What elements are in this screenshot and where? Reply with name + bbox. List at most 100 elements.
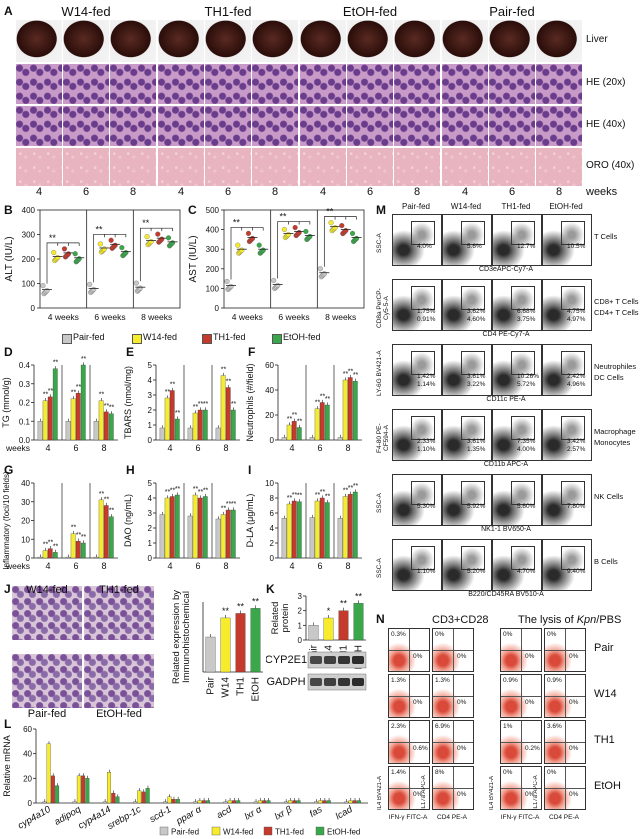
significance-marker: **	[109, 508, 115, 515]
bar	[344, 801, 349, 804]
histology-image	[300, 64, 346, 104]
significance-marker: **	[104, 403, 110, 410]
x-tick-label: W14	[221, 677, 232, 698]
y-tick-label: 300	[22, 231, 36, 240]
gate-box	[411, 546, 435, 570]
bar	[296, 501, 302, 559]
histology-image	[158, 64, 204, 104]
histology-image	[16, 64, 62, 104]
y-tick-label: 20	[21, 517, 30, 526]
y-axis-label: DAO (ng/mL)	[123, 494, 133, 547]
significance-marker: **	[343, 371, 349, 378]
significance-marker: **	[71, 390, 77, 397]
gate-box	[561, 416, 585, 440]
y-tick-label: 0	[215, 304, 220, 313]
significance-marker: **	[81, 534, 87, 541]
significance-marker: **	[43, 392, 49, 399]
bar	[65, 556, 71, 559]
significance-marker: **	[292, 412, 298, 419]
significance-marker: **	[48, 388, 54, 395]
data-point	[317, 266, 323, 272]
data-point	[97, 241, 103, 247]
quadrant-percentage: 0%	[435, 631, 445, 638]
flow-column-header: W14-fed	[450, 202, 482, 211]
y-tick-label: 30	[21, 498, 30, 507]
y-tick-label: 2	[270, 539, 275, 548]
x-tick-label: acd	[215, 804, 234, 822]
significance-marker: **	[99, 491, 105, 498]
gate-percentage: 2.42%	[567, 373, 586, 380]
legend-label: EtOH-fed	[327, 828, 360, 837]
data-point	[55, 254, 61, 261]
histology-image	[394, 106, 440, 146]
histology-image	[442, 20, 488, 62]
flow-column-header: TH1-fed	[501, 202, 531, 211]
bar	[98, 400, 104, 441]
significance-marker: **	[287, 416, 293, 423]
gate-percentage: 1.14%	[417, 381, 436, 388]
flow-plot: 5.92%	[442, 474, 492, 526]
panel-g-label: G	[4, 463, 14, 477]
flow-plot: 1.3% 0%	[388, 674, 430, 718]
histology-image	[63, 20, 109, 62]
y-tick-label: 2	[298, 607, 303, 616]
data-point	[249, 235, 256, 241]
x-tick-label: 8	[101, 443, 106, 453]
group-label: EtOH	[594, 780, 621, 792]
significance-marker: **	[76, 532, 82, 539]
gate-box	[561, 351, 585, 375]
group-label: Pair	[594, 642, 614, 654]
data-point	[72, 251, 78, 257]
flow-plot: 1.75% 0.91%	[392, 279, 442, 331]
data-point	[239, 247, 245, 253]
bar	[206, 800, 211, 804]
x-tick-label: 4	[289, 561, 294, 571]
significance-bracket	[93, 233, 127, 283]
gate-box	[511, 351, 535, 375]
blot-band	[310, 678, 322, 686]
gate-percentage: 1.10%	[417, 568, 436, 575]
quadrant-line-h	[433, 742, 473, 743]
flow-column-header: EtOH-fed	[549, 202, 583, 211]
flow-x-axis-label: CD4 PE-A	[437, 814, 467, 821]
group-header: EtOH-fed	[342, 4, 398, 19]
bar	[250, 608, 261, 673]
x-tick-label: 6 weeks	[278, 312, 309, 322]
quadrant-percentage: 2.3%	[391, 723, 406, 730]
x-tick-label: 6	[195, 443, 200, 453]
blot-band	[352, 656, 364, 664]
legend-swatch	[202, 334, 212, 344]
significance-marker: **	[53, 543, 59, 550]
bar	[103, 505, 109, 559]
flow-y-axis-label: F4-80 PE-CF594-A	[376, 423, 390, 453]
histology-image	[347, 106, 393, 146]
gate-percentage: 1.35%	[467, 446, 486, 453]
bar	[80, 542, 86, 559]
ihc-image	[12, 654, 82, 708]
histology-image	[536, 148, 582, 186]
x-tick-label: EtOH	[251, 677, 262, 701]
bar	[163, 801, 168, 804]
bar	[47, 548, 53, 559]
bar	[42, 400, 48, 441]
significance-bracket	[323, 216, 357, 267]
significance-marker: **	[315, 492, 321, 499]
significance-marker: **	[226, 501, 232, 508]
y-axis-label: D-LA (μg/mL)	[245, 494, 255, 548]
bar	[197, 409, 203, 441]
gate-percentage: 4.97%	[567, 316, 586, 323]
x-tick-label: 8	[101, 561, 106, 571]
data-point	[235, 242, 241, 248]
data-point	[108, 237, 114, 243]
week-label: 4	[177, 186, 185, 198]
flow-x-axis-label: NK1-1 BV650-A	[481, 526, 531, 533]
quadrant-percentage: 1.3%	[391, 677, 406, 684]
bar	[308, 625, 319, 641]
significance-marker: **	[76, 384, 82, 391]
y-tick-label: 0	[270, 554, 275, 563]
bar	[108, 413, 114, 441]
flow-x-axis-label: CD3eAPC-Cy7-A	[478, 266, 534, 273]
legend-swatch	[315, 826, 325, 836]
bar	[159, 427, 165, 441]
quadrant-line-h	[389, 788, 429, 789]
